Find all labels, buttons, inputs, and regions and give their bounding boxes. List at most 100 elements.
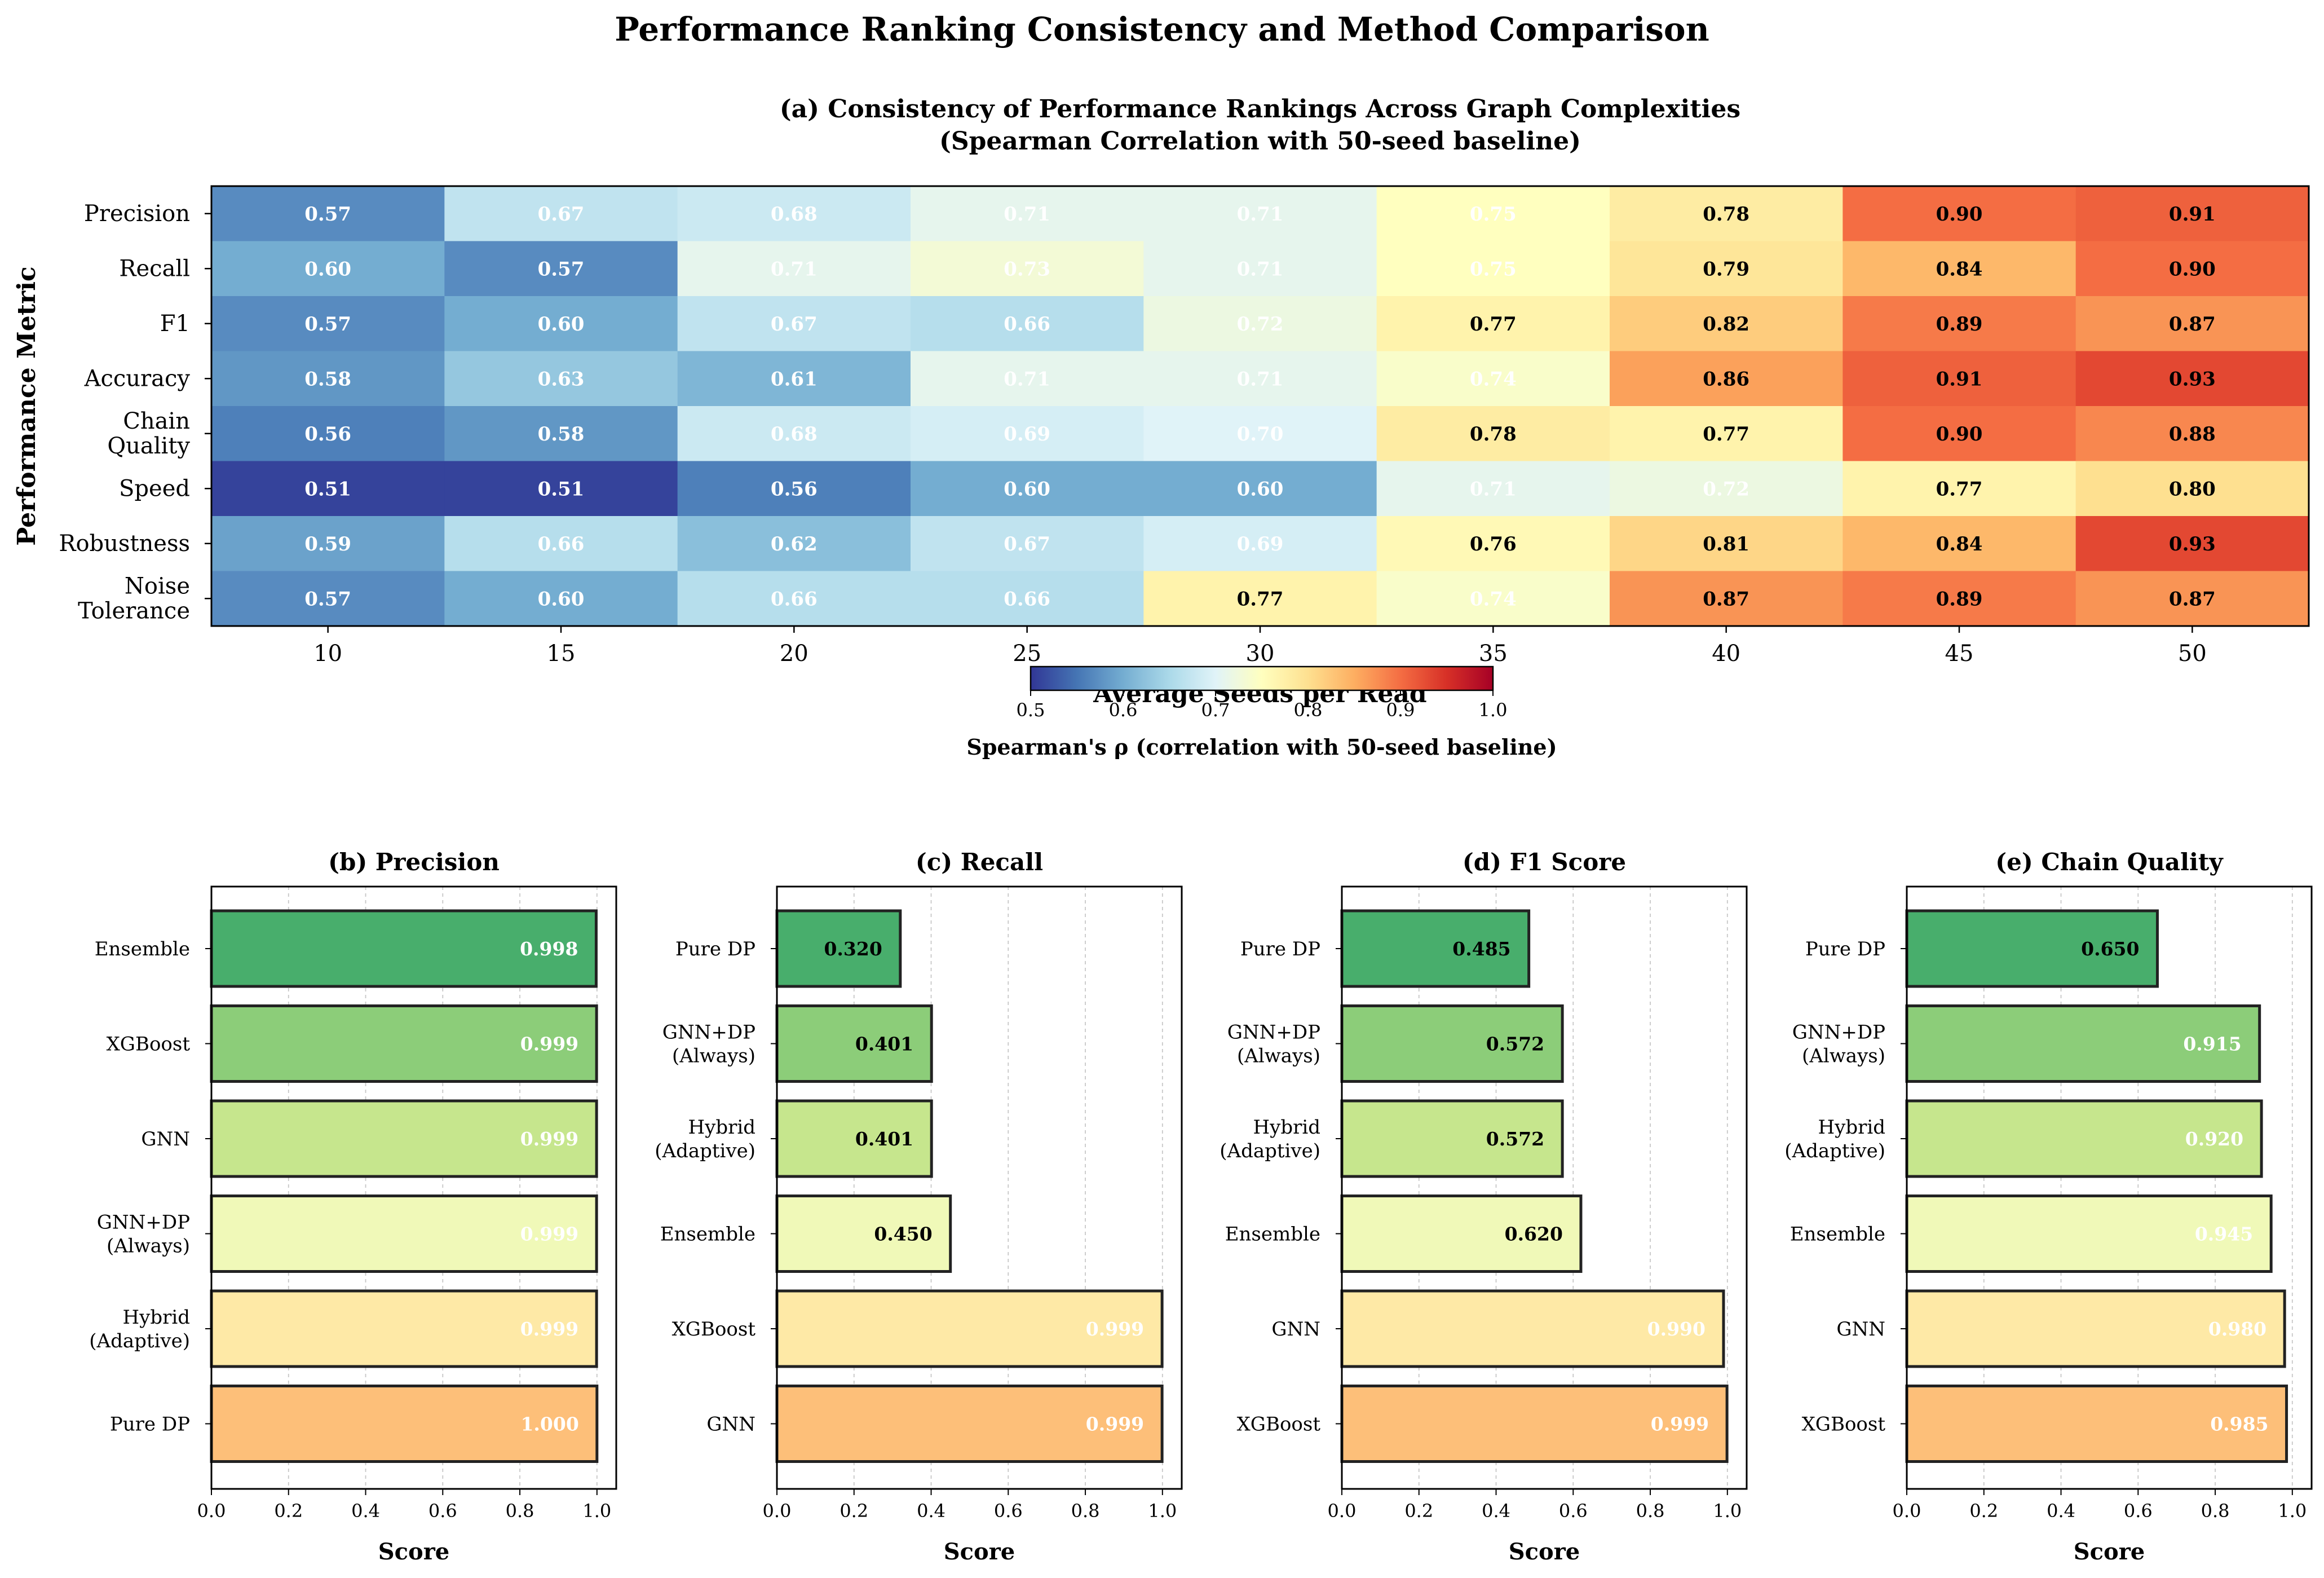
- x-tick-label: 0.0: [1328, 1500, 1357, 1522]
- heatmap-cell: [911, 516, 1144, 572]
- heatmap-cell-label: 0.57: [304, 588, 351, 610]
- bar: [210, 1099, 598, 1178]
- bar-panel-title: (e) Chain Quality: [1995, 848, 2224, 876]
- heatmap-cell-label: 0.71: [1237, 258, 1284, 280]
- heatmap-cell-label: 0.77: [1703, 423, 1749, 446]
- bar-panels: (b) Precision 0.0 0.2 0.4 0.6 0.8 1.0 0.998 Ense…: [89, 848, 2313, 1565]
- heatmap-cell-label: 0.89: [1936, 313, 1983, 336]
- heatmap-cell: [1143, 571, 1377, 627]
- heatmap-x-tick-label: 25: [1013, 641, 1041, 667]
- heatmap-cell: [2075, 406, 2309, 462]
- heatmap-cell-label: 0.67: [1004, 533, 1050, 556]
- heatmap-cell: [1143, 461, 1377, 517]
- heatmap-cell: [911, 351, 1144, 407]
- heatmap-cell-label: 0.67: [771, 313, 818, 336]
- heatmap-cell: [1843, 296, 2076, 352]
- bar-value-label: 0.920: [2185, 1128, 2243, 1150]
- x-tick-label: 0.4: [351, 1500, 380, 1522]
- heatmap-cell-label: 0.93: [2169, 533, 2216, 556]
- heatmap-cell-label: 0.66: [1004, 313, 1050, 336]
- heatmap-cell: [1843, 241, 2076, 297]
- heatmap-y-tick-label: Robustness: [59, 531, 190, 557]
- x-tick-label: 0.6: [428, 1500, 457, 1522]
- heatmap-cell: [1843, 516, 2076, 572]
- heatmap-cell: [1376, 296, 1610, 352]
- heatmap-cell-label: 0.78: [1703, 203, 1749, 226]
- heatmap-cell-label: 0.66: [771, 588, 818, 610]
- heatmap-cell-label: 0.59: [304, 533, 351, 556]
- heatmap-cell: [2075, 241, 2309, 297]
- heatmap-panel: (a) Consistency of Performance Rankings …: [12, 95, 2310, 760]
- heatmap-cell-label: 0.60: [304, 258, 351, 280]
- heatmap-cell: [211, 461, 445, 517]
- heatmap-cell-label: 0.71: [1004, 368, 1050, 390]
- y-tick-label: Pure DP: [110, 1413, 190, 1436]
- bar-value-label: 0.572: [1486, 1033, 1544, 1055]
- x-tick-label: 0.6: [2124, 1500, 2153, 1522]
- heatmap-cell: [1843, 461, 2076, 517]
- heatmap-cell-label: 0.71: [771, 258, 818, 280]
- heatmap-cell-label: 0.51: [538, 478, 585, 500]
- y-tick-label: XGBoost: [1237, 1413, 1321, 1436]
- bar-panel-d: (d) F1 Score 0.0 0.2 0.4 0.6 0.8 1.0 0.485 Pure …: [1220, 848, 1748, 1565]
- heatmap-cell-label: 0.74: [1470, 588, 1517, 610]
- heatmap-x-tick-label: 40: [1712, 641, 1740, 667]
- heatmap-cell: [2075, 351, 2309, 407]
- y-tick-label: Hybrid (Adaptive): [1220, 1116, 1320, 1162]
- x-tick-label: 0.6: [994, 1500, 1023, 1522]
- heatmap-cell: [2075, 571, 2309, 627]
- heatmap-cell: [2075, 461, 2309, 517]
- heatmap-cell: [677, 186, 911, 242]
- heatmap-y-tick-label: Noise Tolerance: [78, 573, 190, 624]
- x-tick-label: 1.0: [582, 1500, 611, 1522]
- bar-panel-b: (b) Precision 0.0 0.2 0.4 0.6 0.8 1.0 0.998 Ense…: [89, 848, 617, 1565]
- y-tick-label: Ensemble: [1225, 1223, 1320, 1246]
- bar: [1905, 1004, 2261, 1083]
- bar-value-label: 0.985: [2210, 1413, 2268, 1435]
- bar: [775, 1004, 933, 1083]
- heatmap-cell-label: 0.80: [2169, 478, 2216, 500]
- heatmap-title: (a) Consistency of Performance Rankings …: [780, 95, 1740, 124]
- heatmap-cell: [677, 241, 911, 297]
- x-tick-label: 0.2: [1969, 1500, 1998, 1522]
- y-tick-label: XGBoost: [107, 1033, 191, 1056]
- y-tick-label: XGBoost: [672, 1318, 756, 1341]
- heatmap-cell: [2075, 186, 2309, 242]
- x-tick-label: 0.0: [1893, 1500, 1921, 1522]
- heatmap-cell-label: 0.60: [1004, 478, 1050, 500]
- bar-panel-e: (e) Chain Quality 0.0 0.2 0.4 0.6 0.8 1.0 0.650…: [1784, 848, 2313, 1565]
- bar-value-label: 0.572: [1486, 1128, 1544, 1150]
- bar-value-label: 0.999: [1651, 1413, 1709, 1435]
- heatmap-y-tick-label: Speed: [119, 475, 190, 501]
- y-tick-label: GNN: [141, 1128, 190, 1151]
- heatmap-cell: [911, 241, 1144, 297]
- heatmap-cell-label: 0.75: [1470, 258, 1517, 280]
- heatmap-cell: [911, 296, 1144, 352]
- heatmap-cell-label: 0.58: [538, 423, 585, 446]
- x-tick-label: 0.2: [840, 1500, 868, 1522]
- colorbar-tick-label: 0.5: [1017, 699, 1045, 721]
- heatmap-cell: [2075, 516, 2309, 572]
- x-tick-label: 0.0: [197, 1500, 226, 1522]
- bar-value-label: 0.320: [824, 938, 882, 960]
- heatmap-y-tick-label: Recall: [119, 255, 190, 281]
- heatmap-cell-label: 0.81: [1703, 533, 1749, 556]
- heatmap-cell-label: 0.60: [538, 313, 585, 336]
- x-tick-label: 0.2: [1404, 1500, 1433, 1522]
- bar-value-label: 0.999: [1086, 1318, 1144, 1340]
- heatmap-cell-label: 0.88: [2169, 423, 2216, 446]
- heatmap-cell-label: 0.84: [1936, 533, 1983, 556]
- heatmap-cell: [1610, 571, 1843, 627]
- heatmap-cell: [1610, 461, 1843, 517]
- heatmap-y-tick-label: Chain Quality: [107, 408, 190, 459]
- heatmap-cell: [1143, 406, 1377, 462]
- heatmap-cell: [677, 351, 911, 407]
- heatmap-cell-label: 0.71: [1237, 368, 1284, 390]
- x-tick-label: 0.6: [1559, 1500, 1588, 1522]
- heatmap-cell-label: 0.57: [304, 203, 351, 226]
- heatmap-cell: [1143, 516, 1377, 572]
- colorbar-tick-label: 1.0: [1479, 699, 1508, 721]
- bar-panel-frame: [210, 885, 617, 1490]
- heatmap-cell: [911, 186, 1144, 242]
- heatmap-cell: [1376, 406, 1610, 462]
